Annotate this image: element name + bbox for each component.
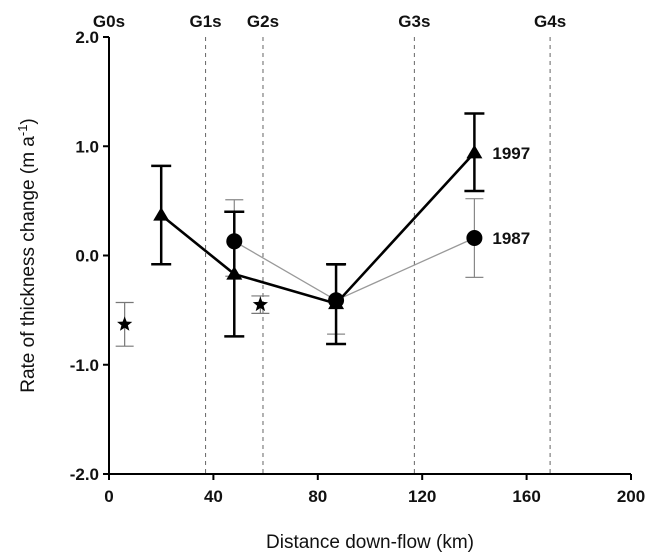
- x-tick-label: 0: [104, 487, 113, 506]
- triangle-marker: [153, 207, 170, 221]
- y-axis-title-close: ): [18, 118, 39, 124]
- series-label-1987: 1987: [492, 229, 530, 248]
- y-tick-label: -2.0: [70, 465, 99, 484]
- y-tick-label: 1.0: [75, 137, 99, 156]
- gate-label: G1s: [189, 12, 221, 31]
- star-marker: [117, 316, 133, 331]
- series-stars: [115, 295, 270, 347]
- gate-label: G4s: [534, 12, 566, 31]
- y-tick-label: 0.0: [75, 247, 99, 266]
- x-axis-title: Distance down-flow (km): [266, 532, 474, 552]
- gate-lines: G0s G1s G2s G3s G4s: [93, 12, 566, 474]
- series-labels: 1997 1987: [492, 144, 530, 248]
- gate-label: G0s: [93, 12, 125, 31]
- y-tick-label: -1.0: [70, 356, 99, 375]
- x-tick-label: 200: [617, 487, 645, 506]
- y-axis-title-superscript: -1: [15, 125, 30, 137]
- star-marker: [252, 296, 268, 312]
- x-tick-label: 160: [512, 487, 540, 506]
- x-tick-label: 80: [308, 487, 327, 506]
- series-label-1997: 1997: [492, 144, 530, 163]
- y-axis-title-main: Rate of thickness change (m a: [18, 136, 39, 393]
- y-tick-label: 2.0: [75, 28, 99, 47]
- data-series: [115, 112, 485, 347]
- x-tick-label: 40: [204, 487, 223, 506]
- axes: [108, 37, 631, 475]
- gate-label: G2s: [247, 12, 279, 31]
- gate-label: G3s: [398, 12, 430, 31]
- ticks: -2.0 -1.0 0.0 1.0 2.0 0 40 80 120 160 200: [70, 28, 645, 506]
- series-line: [233, 237, 475, 302]
- y-axis-title: Rate of thickness change (m a-1): [15, 118, 40, 393]
- circle-marker: [466, 230, 483, 247]
- triangle-marker: [226, 266, 243, 280]
- triangle-marker: [466, 144, 483, 159]
- series-line: [160, 151, 476, 306]
- x-tick-label: 120: [408, 487, 436, 506]
- triangle-marker: [328, 295, 345, 310]
- series-1997: [151, 112, 485, 346]
